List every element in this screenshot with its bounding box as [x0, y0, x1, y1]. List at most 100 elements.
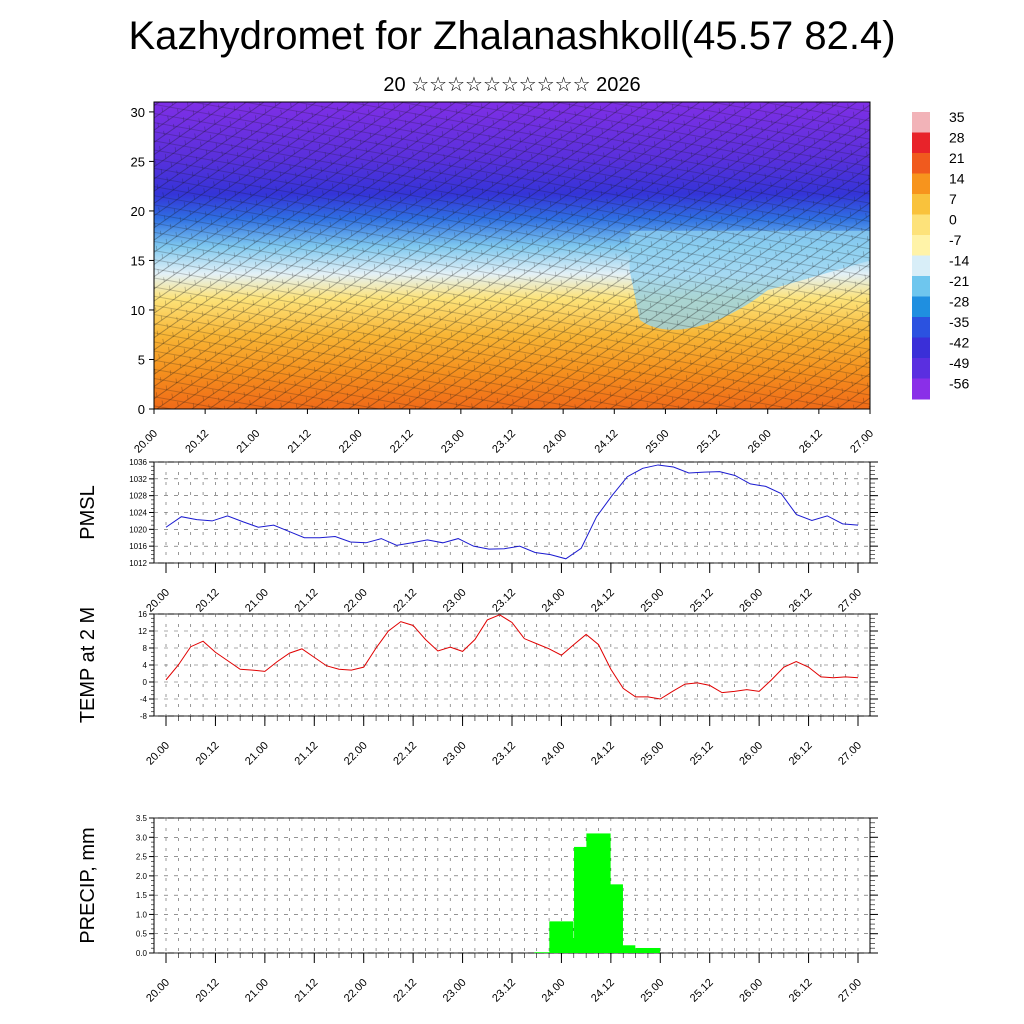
- ytick-label: 1028: [129, 492, 147, 501]
- xtick-label: 20.00: [144, 977, 172, 1005]
- colorbar-swatch: [912, 296, 930, 318]
- xtick-label: 24.12: [589, 587, 617, 615]
- xtick-label: 22.00: [342, 977, 370, 1005]
- colorbar-swatch: [912, 214, 930, 236]
- page-title: Kazhydromet for Zhalanashkoll(45.57 82.4…: [128, 14, 896, 58]
- panel-ylabel: TEMP at 2 M: [77, 607, 99, 723]
- colorbar-swatch: [912, 173, 930, 195]
- xtick-label: 26.00: [737, 740, 765, 768]
- xtick-label: 21.12: [292, 977, 320, 1005]
- section-xtick-label: 23.00: [439, 428, 467, 456]
- xtick-label: 27.00: [836, 740, 864, 768]
- xtick-label: 24.00: [540, 587, 568, 615]
- section-xtick-label: 26.00: [746, 428, 774, 456]
- colorbar-swatch: [912, 194, 930, 215]
- xtick-label: 25.00: [638, 587, 666, 615]
- xtick-label: 21.12: [292, 740, 320, 768]
- wind-barbs-secondary: [154, 102, 870, 409]
- ytick-label: 1.5: [136, 891, 148, 900]
- xtick-label: 24.12: [589, 977, 617, 1005]
- precip-panel: 0.0 0.5 1.0 1.5 2.0 2.5 3.0 3.5 20.00 20.12 21.00 2…: [77, 814, 878, 1005]
- colorbar-label: 14: [949, 171, 965, 187]
- ytick-label: 0: [143, 678, 148, 687]
- pmsl-panel: 1012 1016 1020 1024 1028 1032 1036 20.00 20.12 21…: [77, 458, 878, 615]
- xtick-label: 26.12: [787, 740, 815, 768]
- section-ytick-label: 20: [131, 204, 145, 219]
- section-xtick-label: 22.00: [337, 428, 365, 456]
- xtick-label: 22.12: [391, 977, 419, 1005]
- xtick-label: 23.00: [441, 587, 469, 615]
- section-xtick-label: 24.12: [592, 428, 620, 456]
- precip-bar: [611, 945, 636, 953]
- ytick-label: 4: [143, 661, 148, 670]
- colorbar-label: -28: [949, 294, 969, 310]
- colorbar-label: -49: [949, 355, 969, 371]
- colorbar-swatch: [912, 255, 930, 277]
- ytick-label: 1032: [129, 475, 147, 484]
- xtick-label: 22.12: [391, 587, 419, 615]
- ytick-label: 1.0: [136, 910, 148, 919]
- xtick-label: 20.12: [194, 977, 222, 1005]
- xtick-label: 22.00: [342, 587, 370, 615]
- colorbar-label: -56: [949, 376, 969, 392]
- colorbar-swatch: [912, 132, 930, 154]
- section-xtick-label: 25.12: [695, 428, 723, 456]
- ytick-label: 16: [138, 610, 147, 619]
- precip-bar: [635, 947, 661, 953]
- section-ytick-label: 15: [131, 253, 145, 268]
- colorbar-label: 21: [949, 150, 965, 166]
- colorbar-label: -42: [949, 335, 969, 351]
- xtick-label: 23.00: [441, 977, 469, 1005]
- colorbar-swatch: [912, 112, 930, 133]
- xtick-label: 21.00: [243, 587, 271, 615]
- ytick-label: -4: [140, 695, 148, 704]
- ytick-label: 12: [138, 627, 147, 636]
- xtick-label: 22.12: [391, 740, 419, 768]
- colorbar-swatch: [912, 276, 930, 297]
- xtick-label: 25.00: [638, 740, 666, 768]
- precip-bar: [623, 949, 648, 953]
- colorbar-swatch: [912, 235, 930, 256]
- colorbar-label: -21: [949, 273, 969, 289]
- xtick-label: 24.00: [540, 740, 568, 768]
- ytick-label: 3.5: [136, 814, 148, 823]
- section-xtick-label: 21.12: [286, 428, 314, 456]
- xtick-label: 21.00: [243, 740, 271, 768]
- colorbar: 35 28 21 14 7 0 -7 -14 -21 -28 -35 -42 -49 -56: [912, 109, 969, 400]
- xtick-label: 23.12: [490, 977, 518, 1005]
- colorbar-swatch: [912, 317, 930, 338]
- section-ytick-label: 5: [138, 352, 145, 367]
- xtick-label: 20.12: [194, 587, 222, 615]
- ytick-label: 2.0: [136, 872, 148, 881]
- panel-ylabel: PRECIP, mm: [77, 827, 99, 943]
- xtick-label: 20.00: [144, 740, 172, 768]
- ytick-label: 1012: [129, 559, 147, 568]
- page-subtitle: 20 ☆☆☆☆☆☆☆☆☆☆ 2026: [383, 74, 641, 96]
- colorbar-label: -14: [949, 253, 969, 269]
- xtick-label: 22.00: [342, 740, 370, 768]
- xtick-label: 20.12: [194, 740, 222, 768]
- xtick-label: 23.00: [441, 740, 469, 768]
- xtick-label: 27.00: [836, 977, 864, 1005]
- ytick-label: 1036: [129, 458, 147, 467]
- section-xtick-label: 22.12: [388, 428, 416, 456]
- section-ytick-label: 0: [138, 402, 145, 417]
- section-xtick-label: 25.00: [644, 428, 672, 456]
- xtick-label: 20.00: [144, 587, 172, 615]
- xtick-label: 27.00: [836, 587, 864, 615]
- xtick-label: 26.12: [787, 977, 815, 1005]
- colorbar-label: 28: [949, 130, 965, 146]
- section-xtick-label: 26.12: [797, 428, 825, 456]
- xtick-label: 25.12: [688, 587, 716, 615]
- section-xtick-label: 20.12: [183, 428, 211, 456]
- panel-ylabel: PMSL: [77, 485, 99, 539]
- section-ytick-label: 10: [131, 303, 145, 318]
- precip-bar: [534, 952, 559, 953]
- ytick-label: 1016: [129, 542, 147, 551]
- section-xtick-label: 21.00: [234, 428, 262, 456]
- xtick-label: 26.00: [737, 977, 765, 1005]
- ytick-label: 1024: [129, 509, 147, 518]
- ytick-label: 2.5: [136, 853, 148, 862]
